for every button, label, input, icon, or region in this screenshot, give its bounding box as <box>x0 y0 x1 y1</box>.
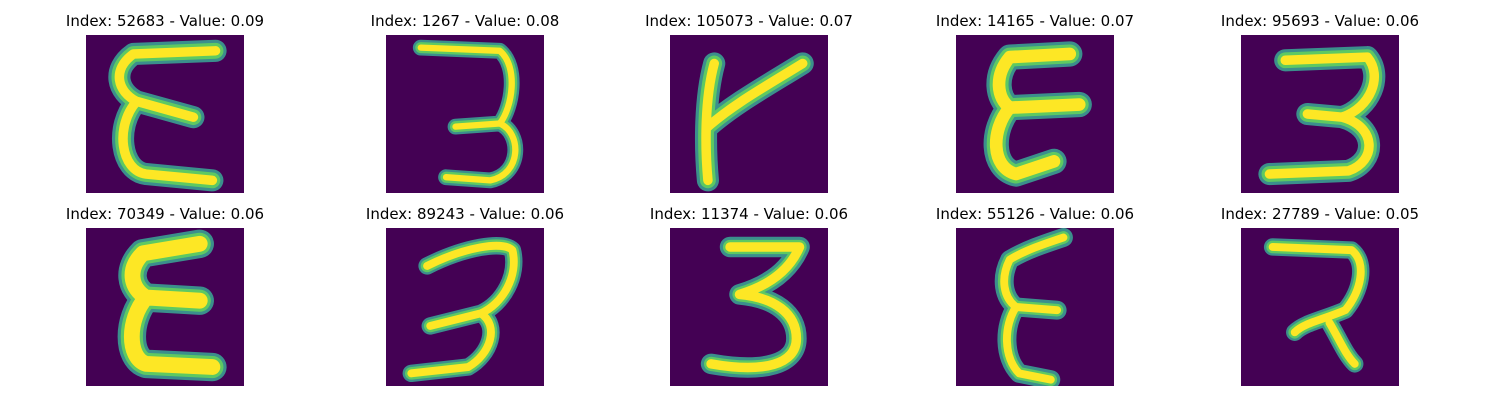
digit-image <box>670 35 828 193</box>
y-glyph <box>694 52 814 192</box>
panel-title: Index: 89243 - Value: 0.06 <box>365 205 565 223</box>
e-glyph <box>108 39 227 192</box>
e-glyph <box>117 229 227 382</box>
panel-title: Index: 52683 - Value: 0.09 <box>65 12 265 30</box>
panel-title: Index: 95693 - Value: 0.06 <box>1220 12 1420 30</box>
three-glyph <box>1258 46 1386 186</box>
panel-title: Index: 14165 - Value: 0.07 <box>935 12 1135 30</box>
two-glyph <box>1263 238 1370 373</box>
panel-title: Index: 11374 - Value: 0.06 <box>649 205 849 223</box>
digit-image <box>86 228 244 386</box>
three-glyph <box>402 237 523 383</box>
panel-title: Index: 55126 - Value: 0.06 <box>935 205 1135 223</box>
digit-image <box>956 228 1114 386</box>
three-glyph <box>412 39 524 189</box>
digit-image <box>86 35 244 193</box>
digit-image <box>670 228 828 386</box>
digit-image <box>1241 35 1399 193</box>
digit-image <box>386 228 544 386</box>
panel-title: Index: 105073 - Value: 0.07 <box>645 12 853 30</box>
e-glyph <box>983 41 1092 187</box>
panel-title: Index: 27789 - Value: 0.05 <box>1220 205 1420 223</box>
digit-image <box>956 35 1114 193</box>
three-glyph <box>700 236 810 378</box>
e-glyph <box>994 228 1073 386</box>
digit-image <box>1241 228 1399 386</box>
panel-title: Index: 70349 - Value: 0.06 <box>65 205 265 223</box>
digit-image <box>386 35 544 193</box>
panel-title: Index: 1267 - Value: 0.08 <box>370 12 560 30</box>
